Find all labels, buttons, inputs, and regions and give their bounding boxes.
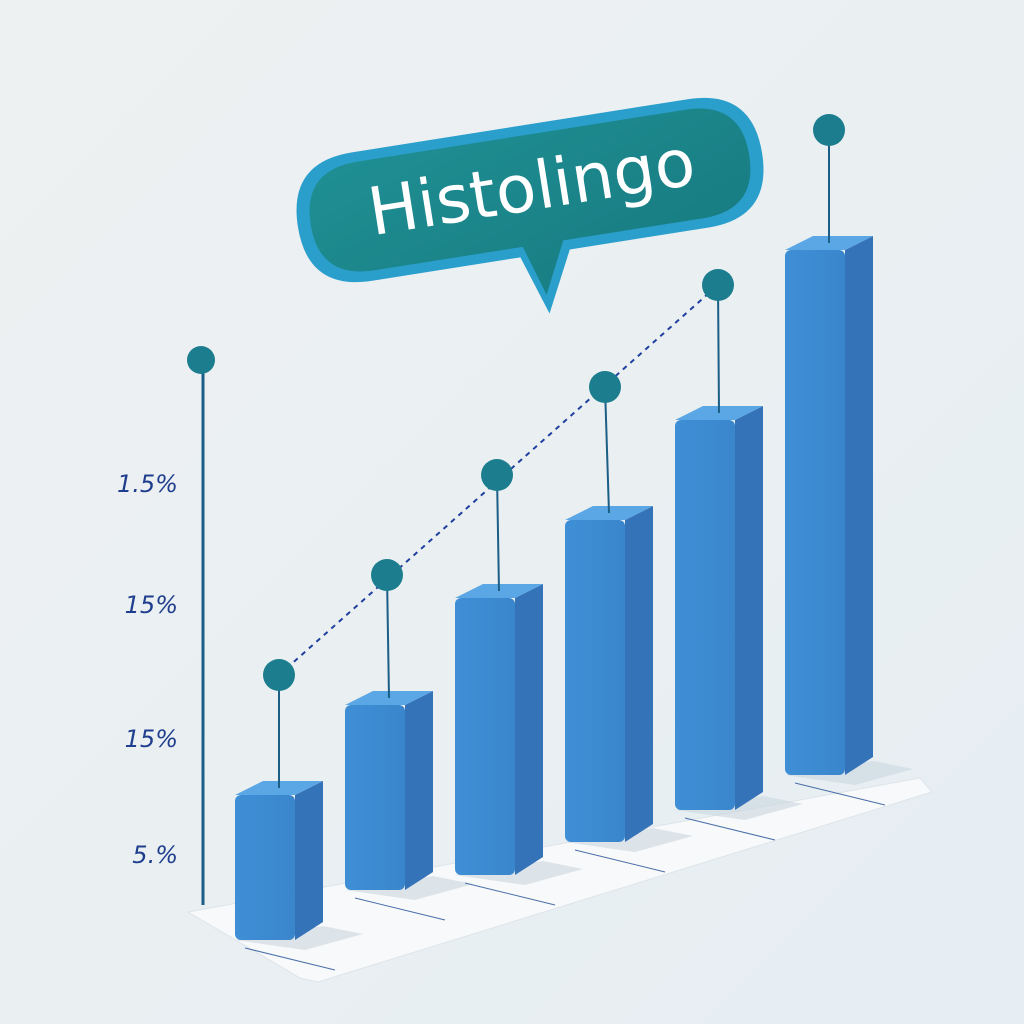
- pin-dot: [481, 459, 513, 491]
- bar-side: [845, 236, 873, 775]
- bar-shadow: [345, 876, 473, 900]
- floor-line: [794, 782, 886, 806]
- pin-stem: [604, 386, 610, 514]
- bar-shadow: [675, 796, 803, 820]
- bar-front: [785, 250, 845, 775]
- axis-label: 15%: [125, 591, 178, 619]
- floor-line: [354, 897, 446, 921]
- pin-dot: [263, 659, 295, 691]
- axis-label: 5.%: [132, 841, 178, 869]
- floor-line: [464, 882, 556, 906]
- axis-label: 15%: [125, 725, 178, 753]
- bar-shadow: [235, 926, 363, 950]
- speech-bubble: Histolingo: [296, 97, 764, 314]
- pin-stem: [717, 284, 720, 414]
- bar-shadow: [785, 761, 913, 785]
- bar-shadow: [565, 828, 693, 852]
- floor-line: [684, 817, 776, 841]
- bar-front: [565, 520, 625, 842]
- bar-front: [455, 598, 515, 875]
- pin-stem: [496, 474, 500, 592]
- pin-dot: [813, 114, 845, 146]
- bar-shadow: [455, 861, 583, 885]
- pin-dot: [702, 269, 734, 301]
- bar-side: [735, 406, 763, 810]
- bars: [235, 114, 913, 971]
- bar-front: [345, 705, 405, 890]
- bar-front: [675, 420, 735, 810]
- pin-stem: [386, 574, 390, 699]
- bar-side: [515, 584, 543, 875]
- bubble-body: [309, 108, 751, 295]
- bar-front: [235, 795, 295, 940]
- pin-dot: [371, 559, 403, 591]
- axis-label: 1.5%: [117, 470, 178, 498]
- axis-dot: [187, 346, 215, 374]
- bar-side: [405, 691, 433, 890]
- floor-line: [244, 947, 336, 971]
- bar-side: [295, 781, 323, 940]
- floor-line: [574, 849, 666, 873]
- bar-side: [625, 506, 653, 842]
- pin-dot: [589, 371, 621, 403]
- base-platform: [186, 777, 933, 983]
